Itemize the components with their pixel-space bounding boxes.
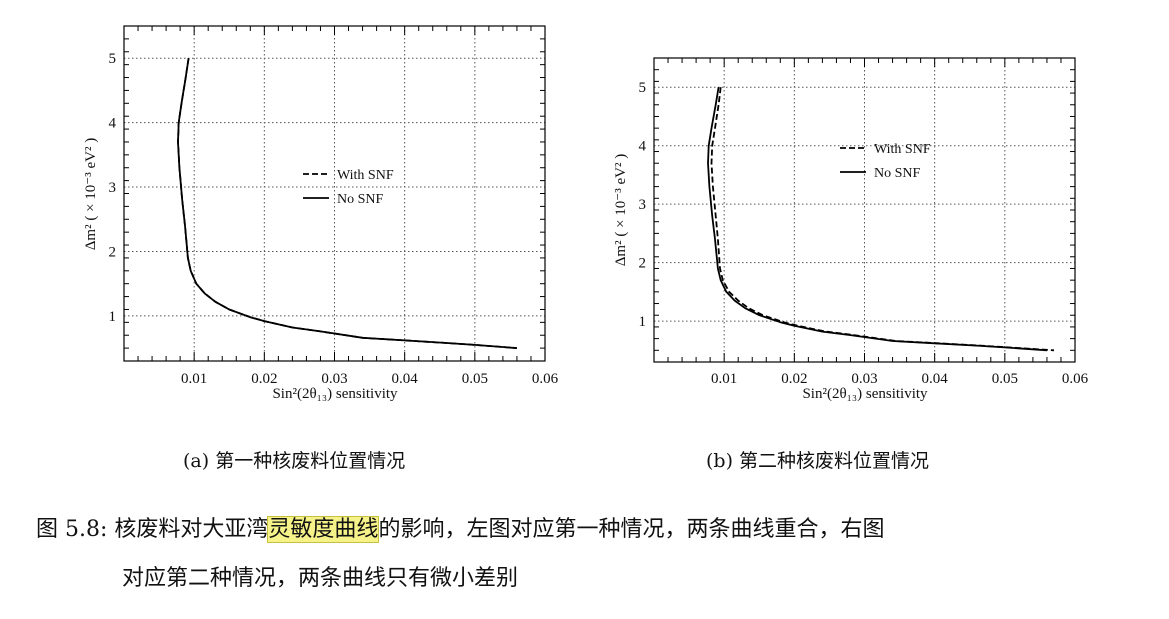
x-axis-label: Sin²(2θ₁₃) sensitivity — [802, 386, 928, 402]
series-line-no-snf — [707, 87, 1047, 352]
y-tick-label-0: 1 — [109, 309, 117, 325]
series-line-no-snf — [177, 58, 517, 349]
y-tick-label-0: 1 — [639, 314, 647, 330]
y-tick-label-4: 5 — [639, 80, 647, 96]
y-tick-label-1: 2 — [109, 244, 117, 260]
chart-b: 0.01 0.02 0.03 0.04 0.05 0.06 1 2 3 4 5 Sin²(2θ₁₃) … — [613, 57, 1089, 402]
series-line-with-snf — [710, 87, 1055, 352]
x-tick-label-5: 0.06 — [532, 371, 559, 387]
x-tick-label-1: 0.02 — [781, 371, 807, 387]
x-tick-label-2: 0.03 — [321, 371, 347, 387]
x-axis-label: Sin²(2θ₁₃) sensitivity — [272, 386, 398, 402]
y-tick-label-4: 5 — [109, 51, 117, 67]
x-tick-label-5: 0.06 — [1062, 371, 1089, 387]
caption-text-before: 核废料对大亚湾 — [114, 517, 269, 542]
y-tick-label-2: 3 — [109, 180, 117, 196]
figure-caption: 图 5.8: 核废料对大亚湾灵敏度曲线的影响，左图对应第一种情况，两条曲线重合，… — [36, 505, 1146, 603]
caption-text-after: 的影响，左图对应第一种情况，两条曲线重合，右图 — [378, 517, 885, 542]
chart-a: 0.01 0.02 0.03 0.04 0.05 0.06 1 2 3 4 5 Sin²(2θ₁₃) … — [83, 25, 559, 402]
y-tick-label-1: 2 — [639, 256, 647, 272]
legend-label-0: With SNF — [337, 168, 394, 183]
x-tick-label-3: 0.04 — [392, 371, 419, 387]
caption-label: 图 5.8: — [36, 517, 108, 542]
y-axis-label: Δm² ( × 10⁻³ eV² ) — [613, 154, 629, 266]
caption-highlight: 灵敏度曲线 — [267, 516, 380, 543]
x-tick-label-4: 0.05 — [462, 371, 488, 387]
figure-panels: 0.01 0.02 0.03 0.04 0.05 0.06 1 2 3 4 5 Sin²(2θ₁₃) … — [83, 25, 1089, 402]
x-tick-label-2: 0.03 — [851, 371, 877, 387]
legend-label-1: No SNF — [337, 192, 384, 207]
caption-line-1: 图 5.8: 核废料对大亚湾灵敏度曲线的影响，左图对应第一种情况，两条曲线重合，… — [36, 505, 1146, 554]
x-tick-label-1: 0.02 — [251, 371, 277, 387]
x-tick-label-3: 0.04 — [922, 371, 949, 387]
legend-label-1: No SNF — [874, 166, 921, 181]
x-tick-label-0: 0.01 — [711, 371, 737, 387]
caption-line-2: 对应第二种情况，两条曲线只有微小差别 — [122, 566, 519, 591]
x-tick-label-0: 0.01 — [181, 371, 207, 387]
x-tick-label-4: 0.05 — [992, 371, 1018, 387]
y-axis-label: Δm² ( × 10⁻³ eV² ) — [83, 138, 99, 250]
legend-label-0: With SNF — [874, 142, 931, 157]
y-tick-label-3: 4 — [639, 139, 647, 155]
subcaption-b: (b) 第二种核废料位置情况 — [706, 450, 930, 472]
y-tick-label-3: 4 — [109, 116, 117, 132]
y-tick-label-2: 3 — [639, 197, 647, 213]
subcaption-a: (a) 第一种核废料位置情况 — [183, 450, 406, 472]
